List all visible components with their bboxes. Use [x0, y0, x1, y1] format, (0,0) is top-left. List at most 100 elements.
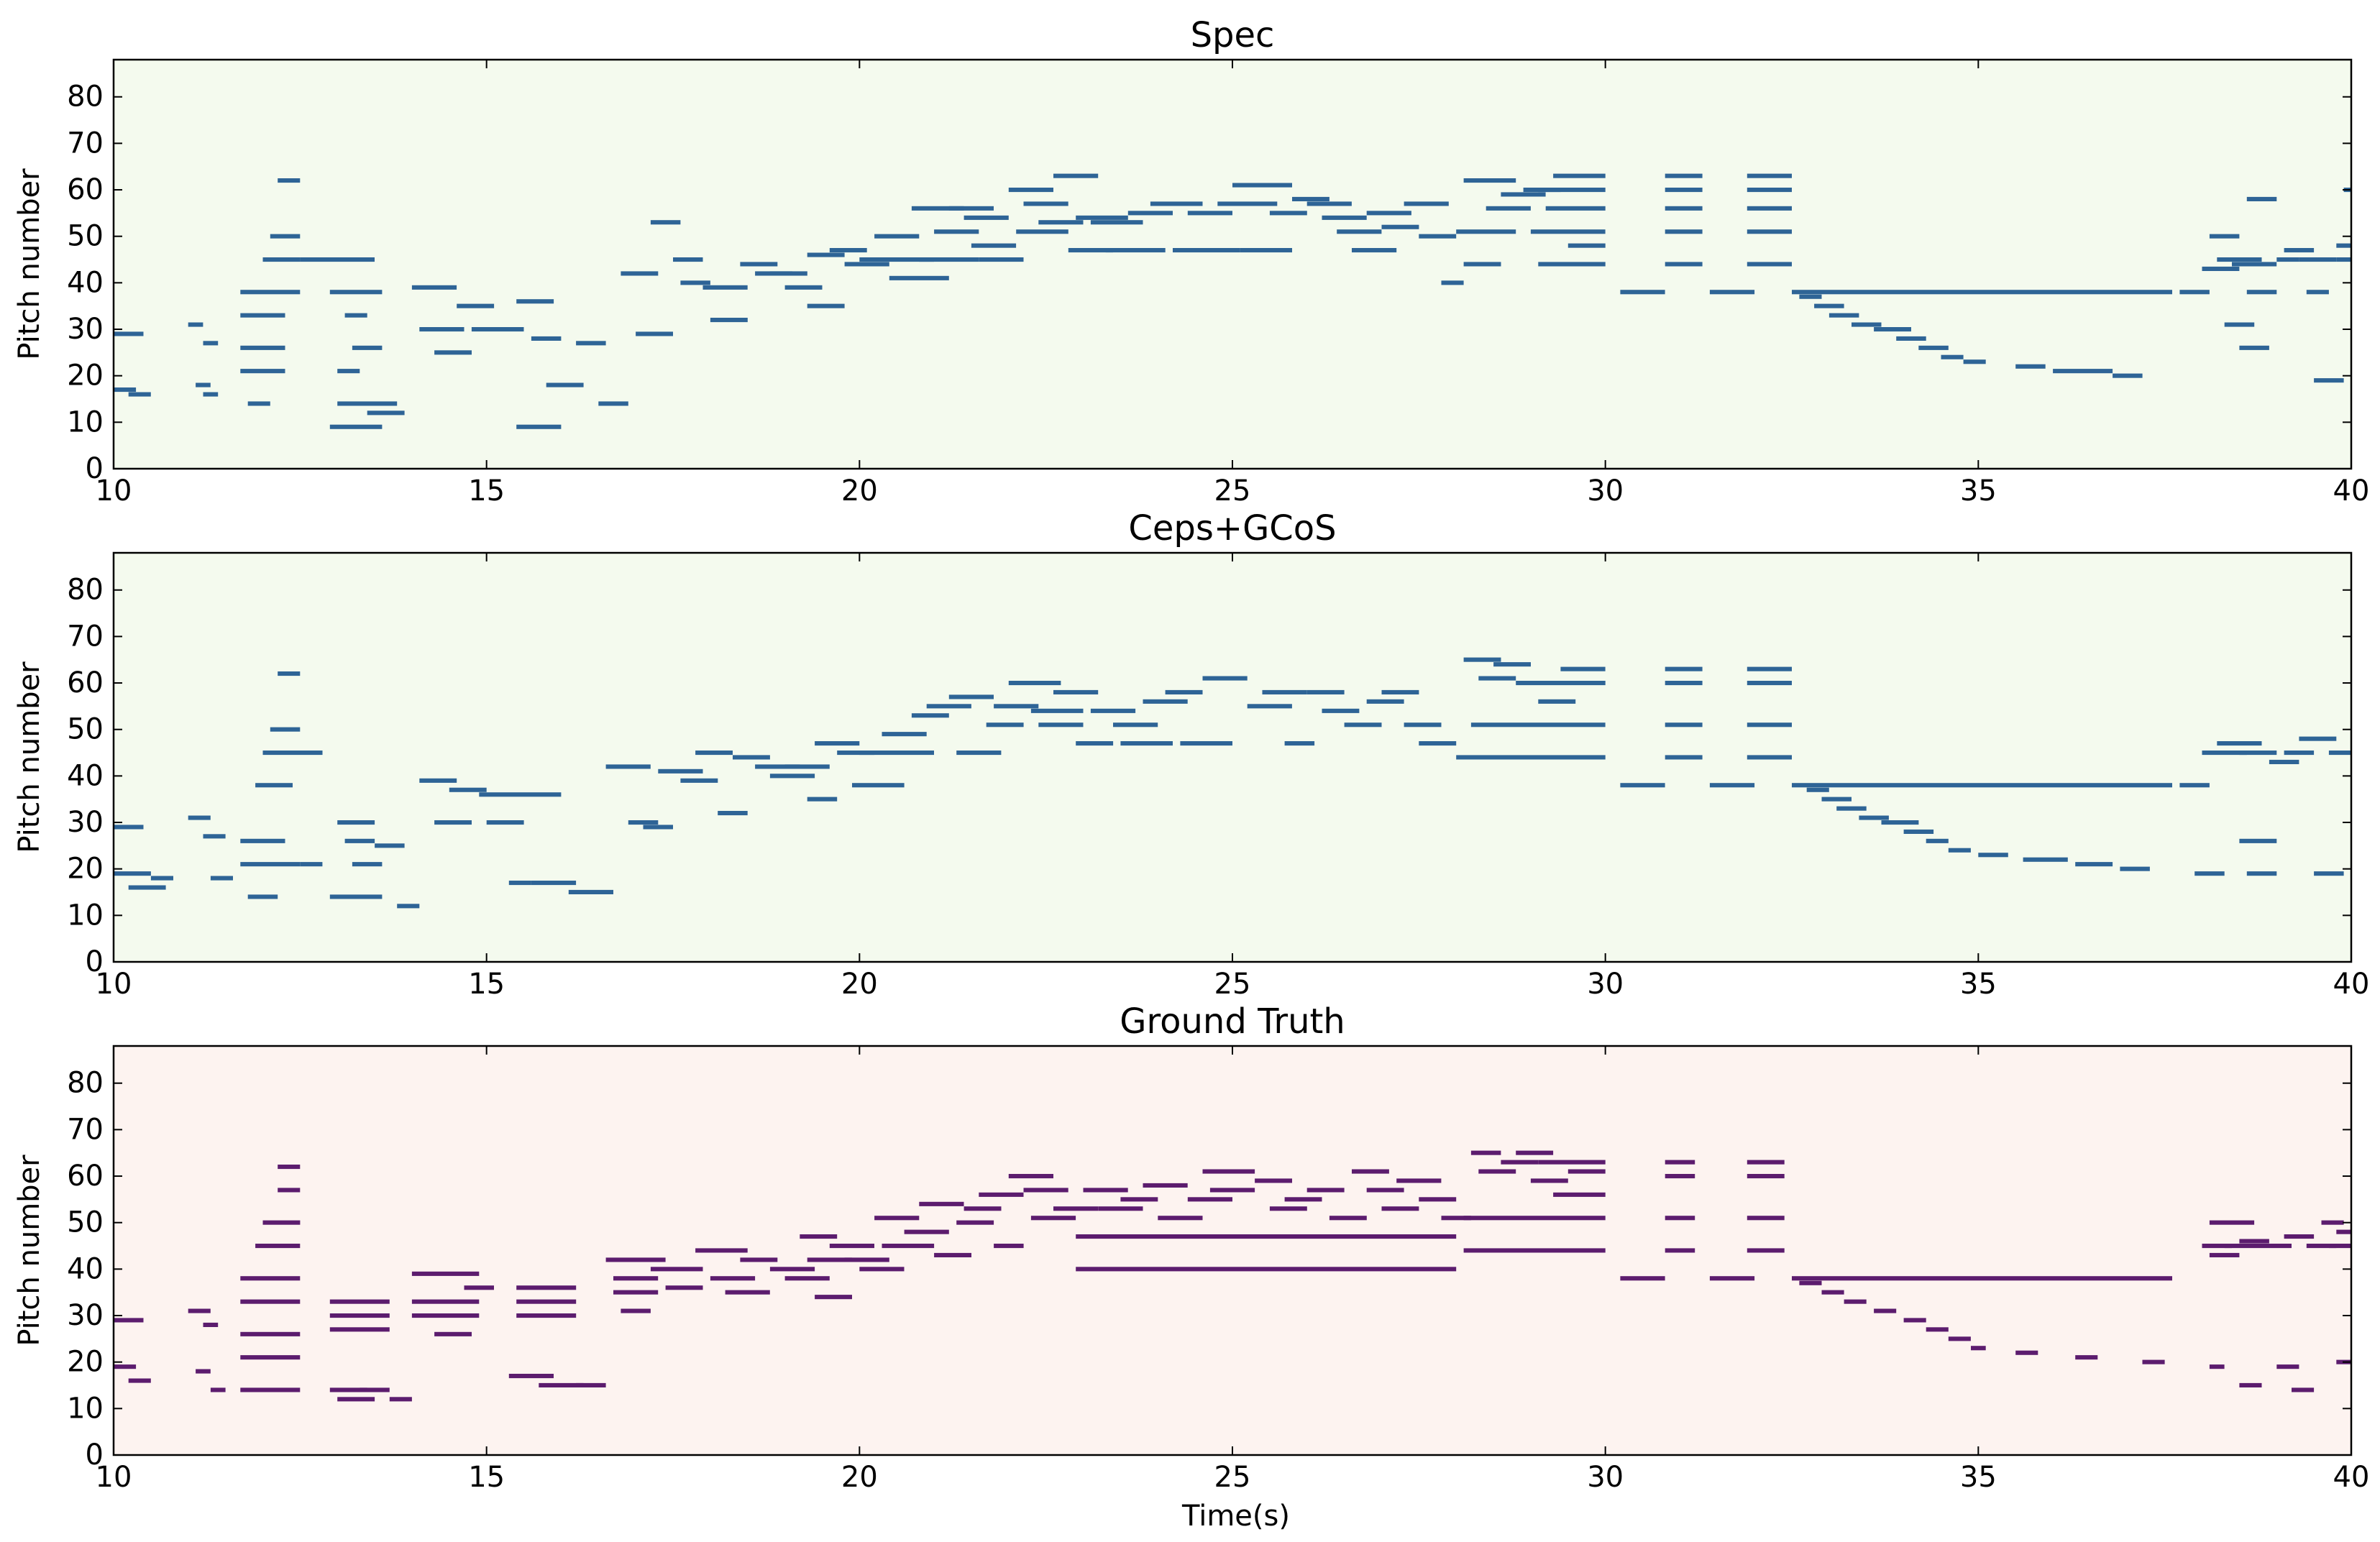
note-mark [1463, 1216, 1606, 1221]
note-mark [2239, 345, 2269, 350]
note-mark [411, 1313, 480, 1318]
note-mark [1665, 1248, 1695, 1253]
note-mark [486, 820, 524, 825]
note-mark [2179, 290, 2210, 295]
note-mark [964, 215, 1009, 220]
note-mark [1747, 262, 1792, 267]
note-mark [508, 881, 531, 886]
x-tick-label: 10 [96, 968, 132, 1001]
note-mark [1567, 1169, 1606, 1174]
note-mark [1747, 206, 1792, 211]
note-mark [1187, 1197, 1232, 1202]
note-mark [128, 885, 166, 890]
note-mark [1545, 206, 1606, 211]
note-mark [1620, 290, 1665, 295]
note-mark [337, 369, 360, 374]
note-mark [419, 327, 464, 332]
note-mark [1747, 681, 1792, 686]
note-mark [2328, 751, 2351, 756]
note-mark [1903, 1318, 1926, 1323]
note-mark [1971, 1346, 1986, 1351]
note-mark [240, 1355, 301, 1360]
note-mark [695, 751, 733, 756]
note-mark [2336, 1229, 2351, 1234]
note-mark [352, 862, 383, 867]
note-mark [680, 778, 718, 783]
note-mark [1486, 206, 1531, 211]
note-mark [837, 751, 875, 756]
note-mark [2314, 871, 2344, 876]
note-mark [1113, 722, 1158, 728]
note-mark [531, 881, 577, 886]
note-mark [188, 815, 211, 820]
figure-xlabel: Time(s) [1181, 1500, 1290, 1533]
note-mark [1322, 215, 1367, 220]
note-mark [1553, 1192, 1606, 1197]
note-mark [807, 252, 845, 257]
note-mark [807, 303, 845, 308]
note-mark [613, 1276, 659, 1281]
note-mark [733, 755, 770, 760]
chart-title: Ceps+GCoS [1128, 508, 1336, 549]
note-mark [2217, 741, 2262, 746]
note-mark [240, 369, 285, 374]
x-tick-label: 30 [1587, 1461, 1624, 1494]
note-mark [769, 1267, 815, 1272]
plot-background [114, 60, 2351, 469]
note-mark [210, 1387, 226, 1392]
note-mark [621, 1308, 651, 1313]
note-mark [516, 1299, 577, 1304]
note-mark [1187, 211, 1232, 216]
note-mark [1053, 173, 1099, 178]
note-mark [2269, 759, 2299, 764]
note-mark [807, 797, 838, 802]
note-mark [2328, 1244, 2351, 1249]
y-tick-label: 50 [67, 713, 104, 746]
note-mark [508, 1374, 554, 1379]
note-mark [979, 257, 1024, 262]
note-mark [2284, 1234, 2315, 1239]
note-mark [278, 178, 301, 183]
note-mark [1329, 1216, 1367, 1221]
note-mark [247, 894, 278, 899]
note-mark [1709, 1276, 1755, 1281]
note-mark [2142, 1359, 2165, 1364]
x-tick-label: 40 [2333, 968, 2370, 1001]
note-mark [1240, 248, 1292, 253]
x-tick-label: 15 [468, 474, 505, 508]
note-mark [1352, 1169, 1389, 1174]
note-mark [576, 1382, 606, 1387]
note-mark [598, 401, 628, 406]
note-mark [1874, 1308, 1897, 1313]
note-mark [613, 1290, 659, 1295]
note-mark [2179, 783, 2210, 788]
note-mark [2239, 838, 2277, 843]
note-mark [1665, 666, 1703, 671]
note-mark [449, 787, 487, 792]
note-mark [344, 838, 375, 843]
note-mark [2336, 243, 2351, 248]
note-mark [278, 1165, 301, 1170]
x-tick-label: 15 [468, 968, 505, 1001]
note-mark [718, 811, 748, 816]
note-mark [702, 285, 748, 290]
y-tick-label: 70 [67, 1113, 104, 1146]
note-mark [1180, 741, 1232, 746]
note-mark [1978, 853, 2008, 858]
note-mark [114, 1364, 137, 1369]
note-mark [1799, 294, 1822, 299]
note-mark [874, 234, 920, 239]
note-mark [1098, 1206, 1143, 1211]
note-mark [1269, 211, 1307, 216]
note-mark [1306, 201, 1352, 206]
note-mark [1747, 1248, 1785, 1253]
note-mark [262, 1220, 301, 1225]
note-mark [367, 410, 405, 416]
note-mark [1292, 196, 1329, 201]
note-mark [889, 275, 949, 280]
note-mark [247, 401, 270, 406]
note-mark [1030, 1216, 1076, 1221]
note-mark [1501, 1160, 1539, 1165]
note-mark [278, 1188, 301, 1193]
